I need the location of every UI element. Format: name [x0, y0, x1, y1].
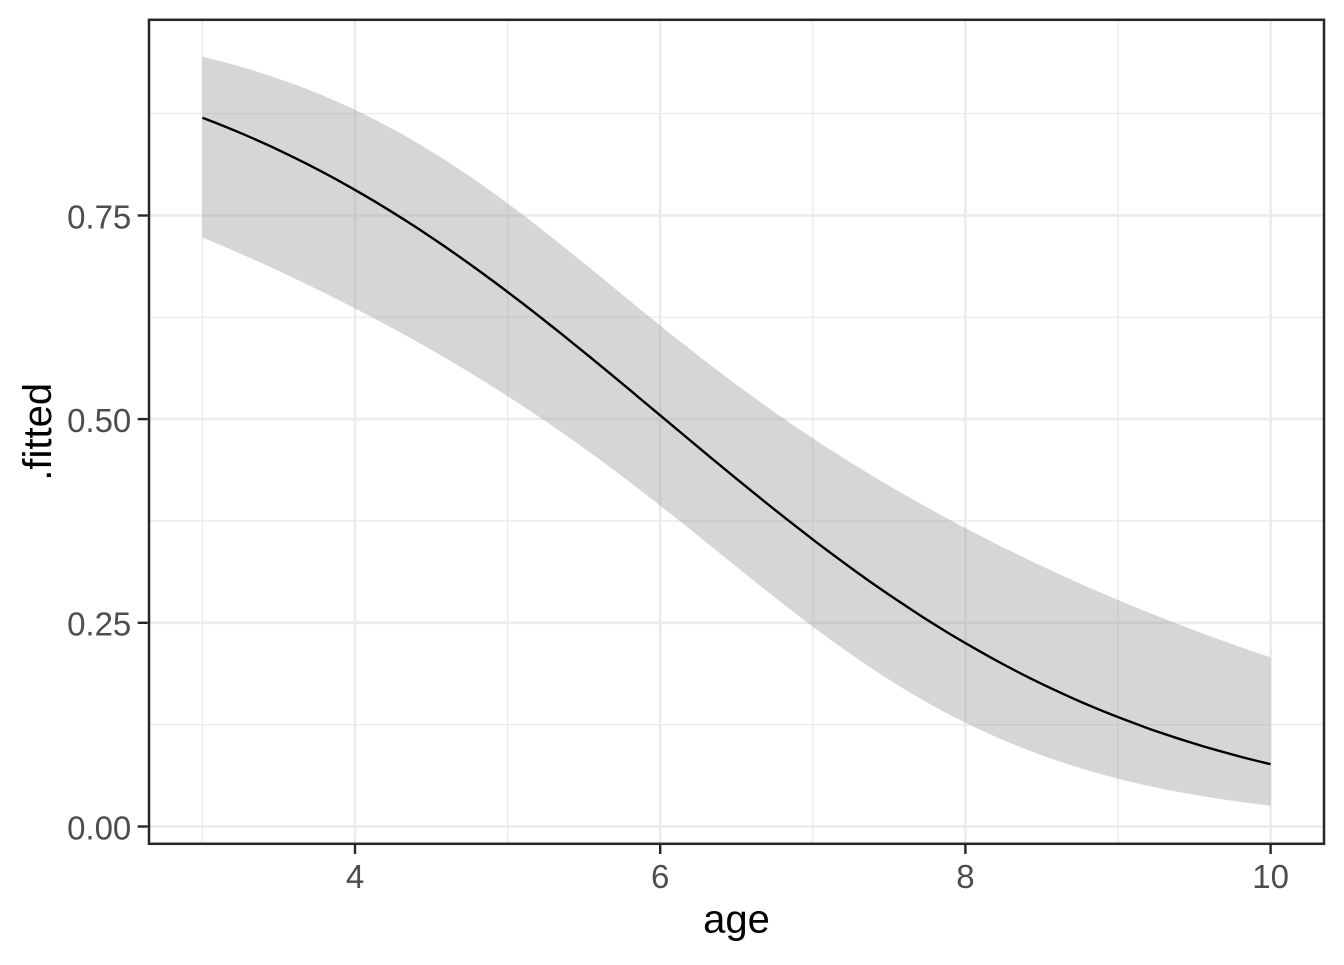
- svg-text:0.50: 0.50: [67, 402, 131, 439]
- svg-text:0.00: 0.00: [67, 809, 131, 846]
- svg-text:age: age: [703, 898, 770, 942]
- svg-text:0.25: 0.25: [67, 606, 131, 643]
- svg-text:6: 6: [651, 858, 669, 895]
- svg-text:4: 4: [346, 858, 364, 895]
- svg-text:.fitted: .fitted: [16, 383, 60, 481]
- svg-text:10: 10: [1252, 858, 1289, 895]
- svg-text:8: 8: [956, 858, 974, 895]
- svg-text:0.75: 0.75: [67, 198, 131, 235]
